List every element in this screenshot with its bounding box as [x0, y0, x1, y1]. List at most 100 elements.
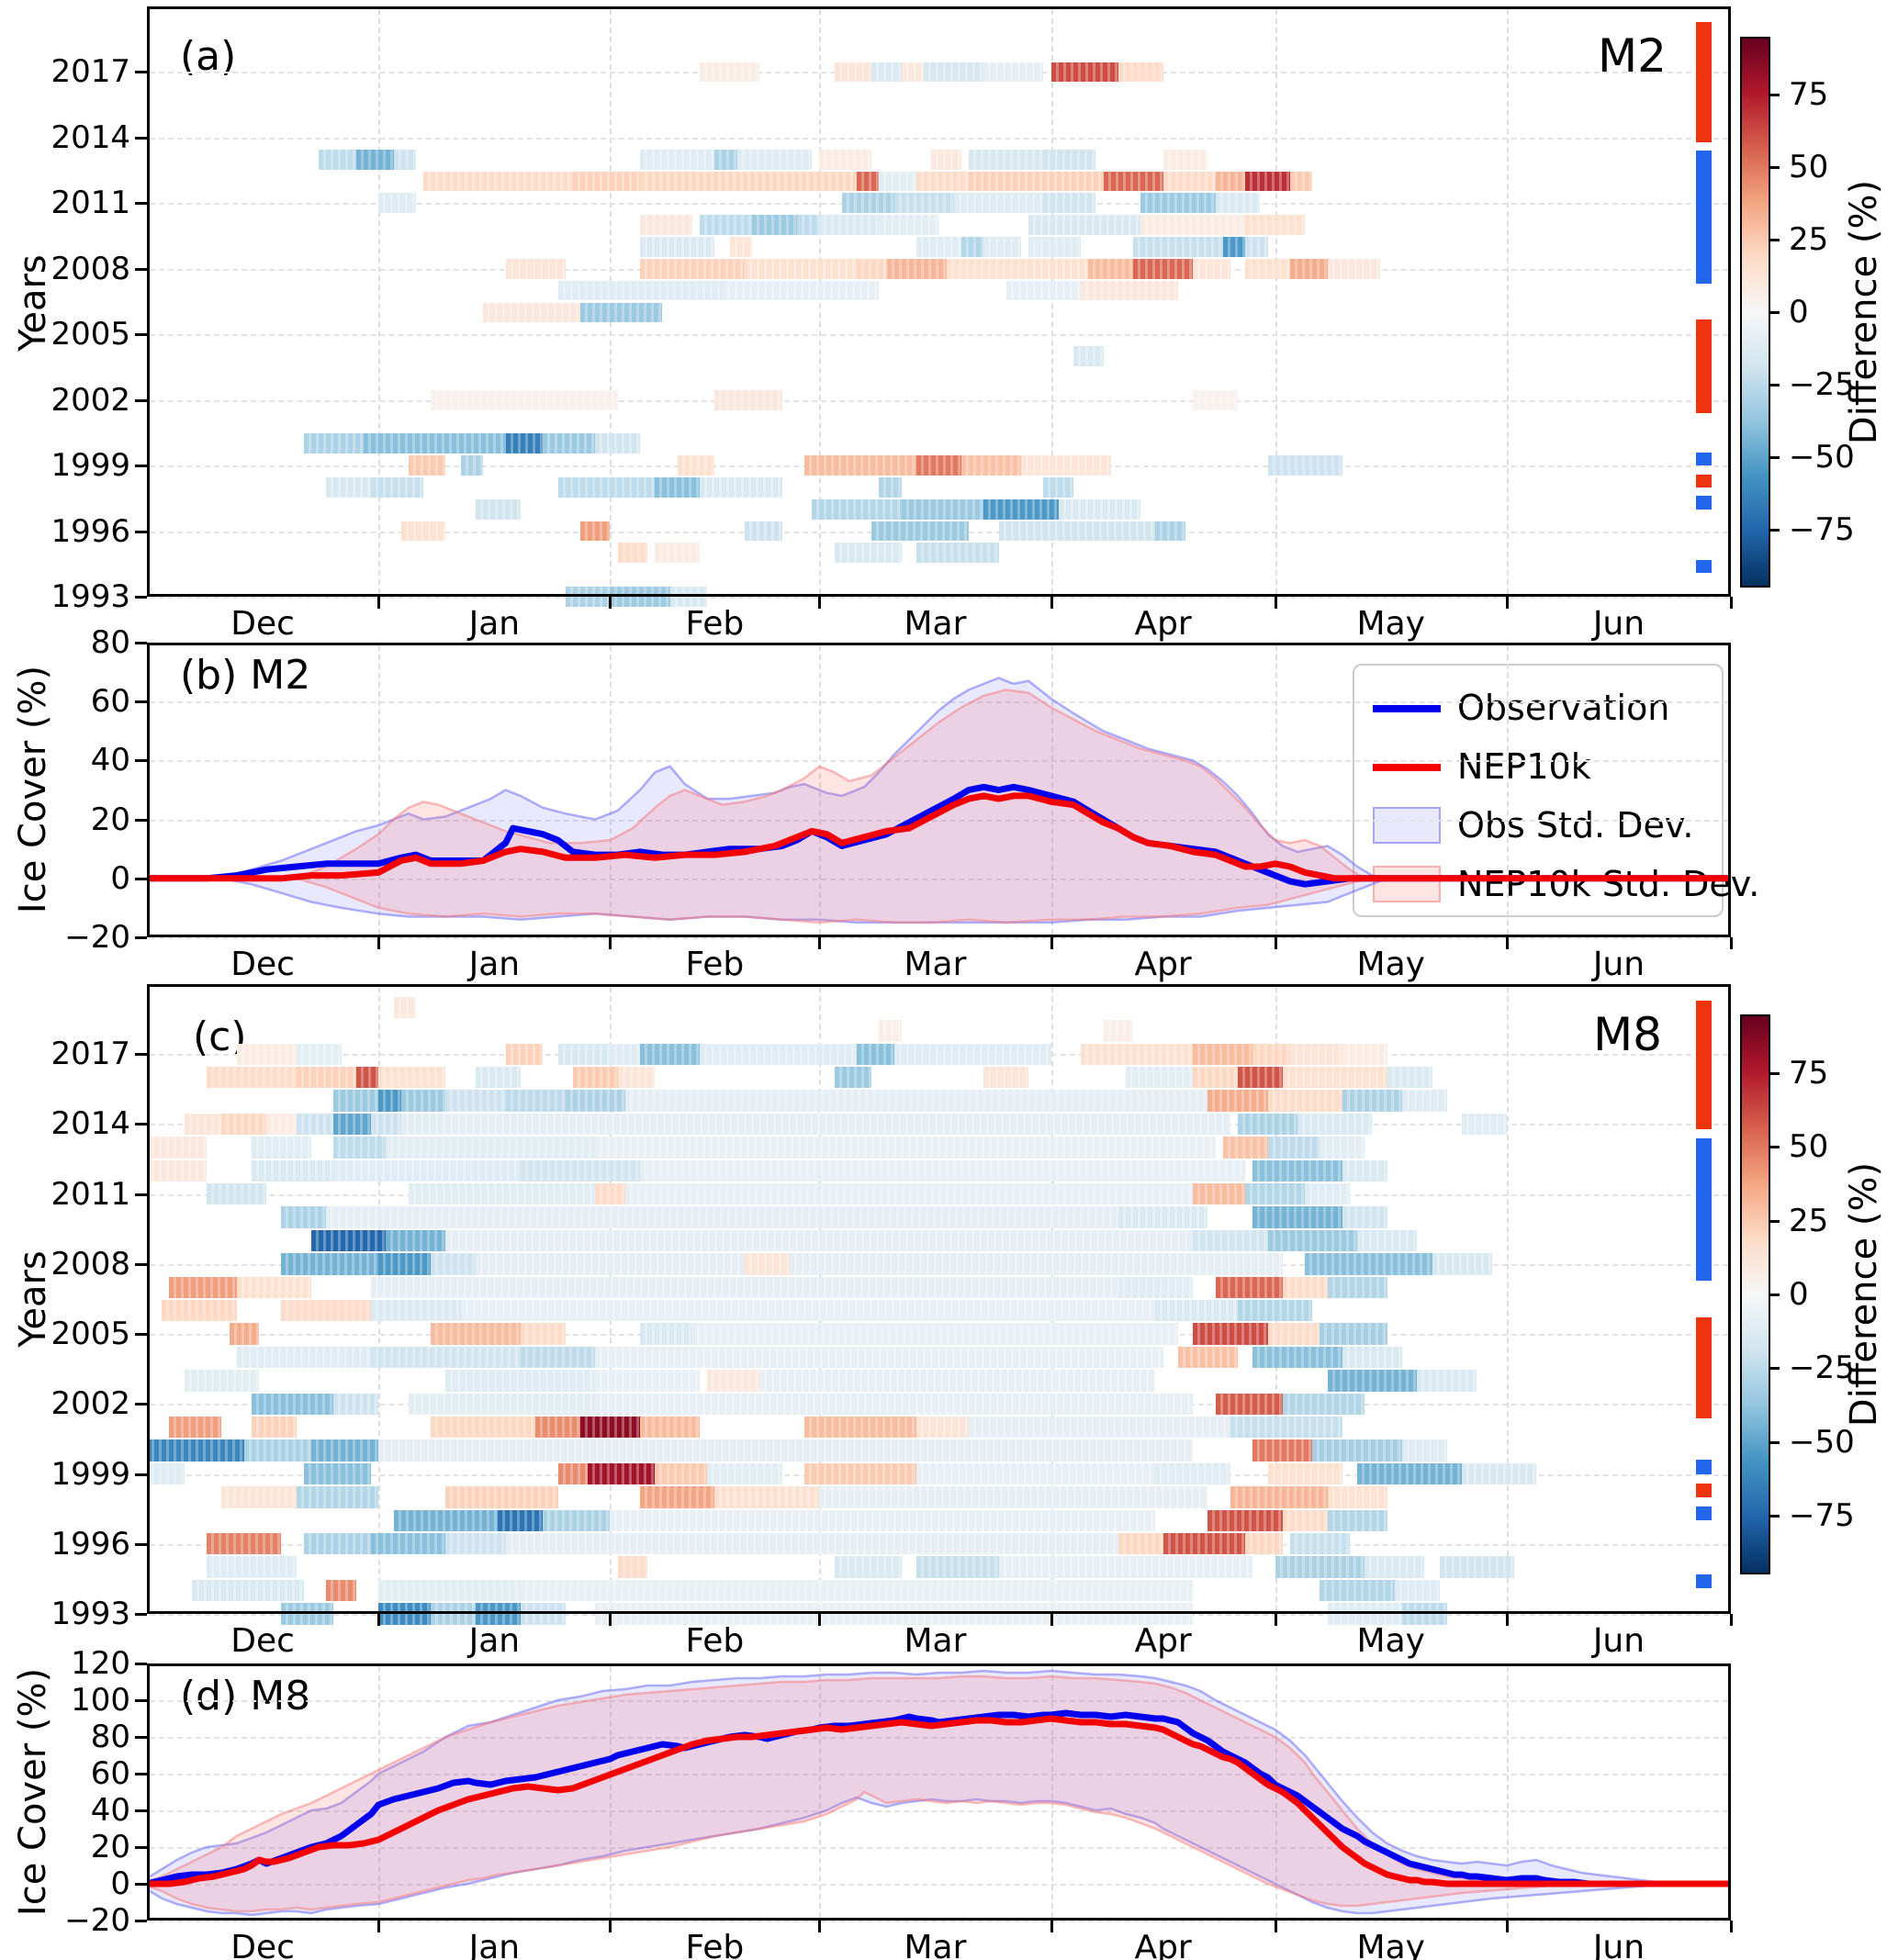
- heatmap-cell: [251, 1417, 297, 1439]
- heatmap-cell: [640, 1323, 692, 1345]
- panel-b-month-label: Mar: [904, 946, 967, 983]
- value-tick-label: 0: [110, 859, 130, 897]
- colorbar-tick: [1770, 1514, 1780, 1518]
- heatmap-cell: [714, 389, 782, 410]
- heatmap-cell: [431, 1323, 521, 1345]
- heatmap-cell: [1327, 1509, 1387, 1532]
- value-gridline: [150, 1774, 1728, 1775]
- colorbar-tick: [1770, 1367, 1780, 1371]
- heatmap-cell: [871, 521, 970, 542]
- panel-d-month-label: Dec: [230, 1929, 295, 1960]
- d-series-nep10k: [147, 1715, 1731, 1887]
- heatmap-cell: [333, 1113, 372, 1136]
- heatmap-cell: [378, 1603, 432, 1625]
- legend-patch-sample: [1373, 807, 1441, 844]
- year-tick-label: 2014: [51, 118, 130, 156]
- heatmap-cell: [445, 1113, 1230, 1136]
- colorbar-tick: [1770, 311, 1780, 314]
- heatmap-cell: [378, 1253, 432, 1275]
- heatmap-cell: [460, 1300, 1156, 1322]
- year-tick-label: 2014: [51, 1105, 130, 1143]
- heatmap-cell: [1357, 1462, 1463, 1485]
- heatmap-cell: [1193, 1182, 1246, 1205]
- month-gridline: [819, 1666, 822, 1918]
- heatmap-cell: [393, 1509, 499, 1532]
- heatmap-cell: [1305, 1182, 1350, 1205]
- panel-a-x-tick: [1274, 597, 1277, 609]
- value-tick: [135, 818, 147, 822]
- heatmap-cell: [236, 1346, 372, 1369]
- heatmap-cell: [879, 1020, 902, 1042]
- panel-c-month-label: Jun: [1592, 1622, 1645, 1660]
- heatmap-cell: [326, 1206, 1118, 1228]
- heatmap-cell: [378, 1090, 401, 1112]
- heatmap-cell: [700, 62, 760, 83]
- panel-b-x-tick: [609, 937, 612, 949]
- heatmap-cell: [983, 498, 1059, 520]
- panel-b-x-tick: [377, 937, 381, 949]
- heatmap-cell: [1432, 1253, 1492, 1275]
- heatmap-cell: [476, 498, 521, 520]
- value-tick: [135, 1920, 147, 1922]
- side-indicator-red: [1696, 319, 1712, 413]
- heatmap-cell: [1282, 1066, 1387, 1089]
- d-series-observation: [147, 1709, 1731, 1887]
- heatmap-cell: [595, 433, 641, 454]
- heatmap-cell: [1394, 1579, 1440, 1602]
- heatmap-cell: [953, 193, 1044, 214]
- side-indicator-red: [1696, 1317, 1712, 1418]
- value-gridline: [150, 701, 1728, 704]
- heatmap-cell: [147, 1137, 208, 1159]
- heatmap-cell: [834, 543, 902, 564]
- side-indicator-blue: [1696, 496, 1712, 510]
- heatmap-cell: [1267, 1229, 1358, 1252]
- month-gridline: [1275, 645, 1277, 935]
- heatmap-cell: [1342, 1043, 1387, 1065]
- heatmap-cell: [1177, 1346, 1238, 1369]
- panel-a-x-tick: [1050, 597, 1053, 609]
- heatmap-cell: [147, 1439, 244, 1462]
- heatmap-cell: [722, 280, 880, 301]
- heatmap-cell: [916, 1556, 999, 1578]
- heatmap-cell: [714, 1486, 820, 1508]
- heatmap-cell: [1155, 1300, 1238, 1322]
- heatmap-cell: [565, 587, 611, 607]
- colorbar-tick-label: −25: [1789, 365, 1855, 403]
- heatmap-cell: [1155, 1462, 1230, 1485]
- heatmap-cell: [916, 1417, 970, 1439]
- heatmap-cell: [617, 543, 648, 564]
- year-tick-label: 1999: [51, 447, 130, 485]
- heatmap-cell: [1021, 455, 1111, 476]
- heatmap-cell: [1215, 193, 1261, 214]
- heatmap-cell: [184, 1113, 222, 1136]
- panel-d-x-tick: [1505, 1921, 1509, 1932]
- year-tick-label: 1993: [51, 1596, 130, 1632]
- colorbar-tick: [1770, 1072, 1780, 1076]
- year-tick: [135, 1613, 147, 1616]
- heatmap-cell: [1133, 237, 1223, 257]
- side-indicator-blue: [1696, 559, 1712, 573]
- heatmap-cell: [236, 1043, 297, 1065]
- panel-c-month-label: Feb: [685, 1622, 745, 1660]
- heatmap-cell: [1050, 62, 1118, 83]
- panel-d-x-tick: [818, 1921, 822, 1932]
- heatmap-cell: [1462, 1462, 1537, 1485]
- heatmap-cell: [804, 1462, 917, 1485]
- legend-patch-sample: [1373, 866, 1441, 902]
- month-gridline: [1050, 987, 1053, 1611]
- panel-c-x-tick: [1274, 1614, 1277, 1626]
- heatmap-cell: [445, 1090, 506, 1112]
- heatmap-cell: [408, 1393, 596, 1416]
- heatmap-cell: [371, 1300, 461, 1322]
- heatmap-cell: [1193, 1066, 1238, 1089]
- year-tick: [135, 202, 147, 206]
- heatmap-cell: [729, 237, 753, 257]
- heatmap-cell: [595, 1137, 1216, 1159]
- value-tick-label: 120: [71, 1645, 130, 1682]
- panel-d-letter: (d) M8: [180, 1673, 311, 1719]
- legend-line-sample: [1373, 705, 1441, 712]
- heatmap-cell: [1252, 1346, 1342, 1369]
- month-gridline: [610, 987, 612, 1611]
- heatmap-cell: [251, 1159, 334, 1182]
- heatmap-cell: [229, 1323, 260, 1345]
